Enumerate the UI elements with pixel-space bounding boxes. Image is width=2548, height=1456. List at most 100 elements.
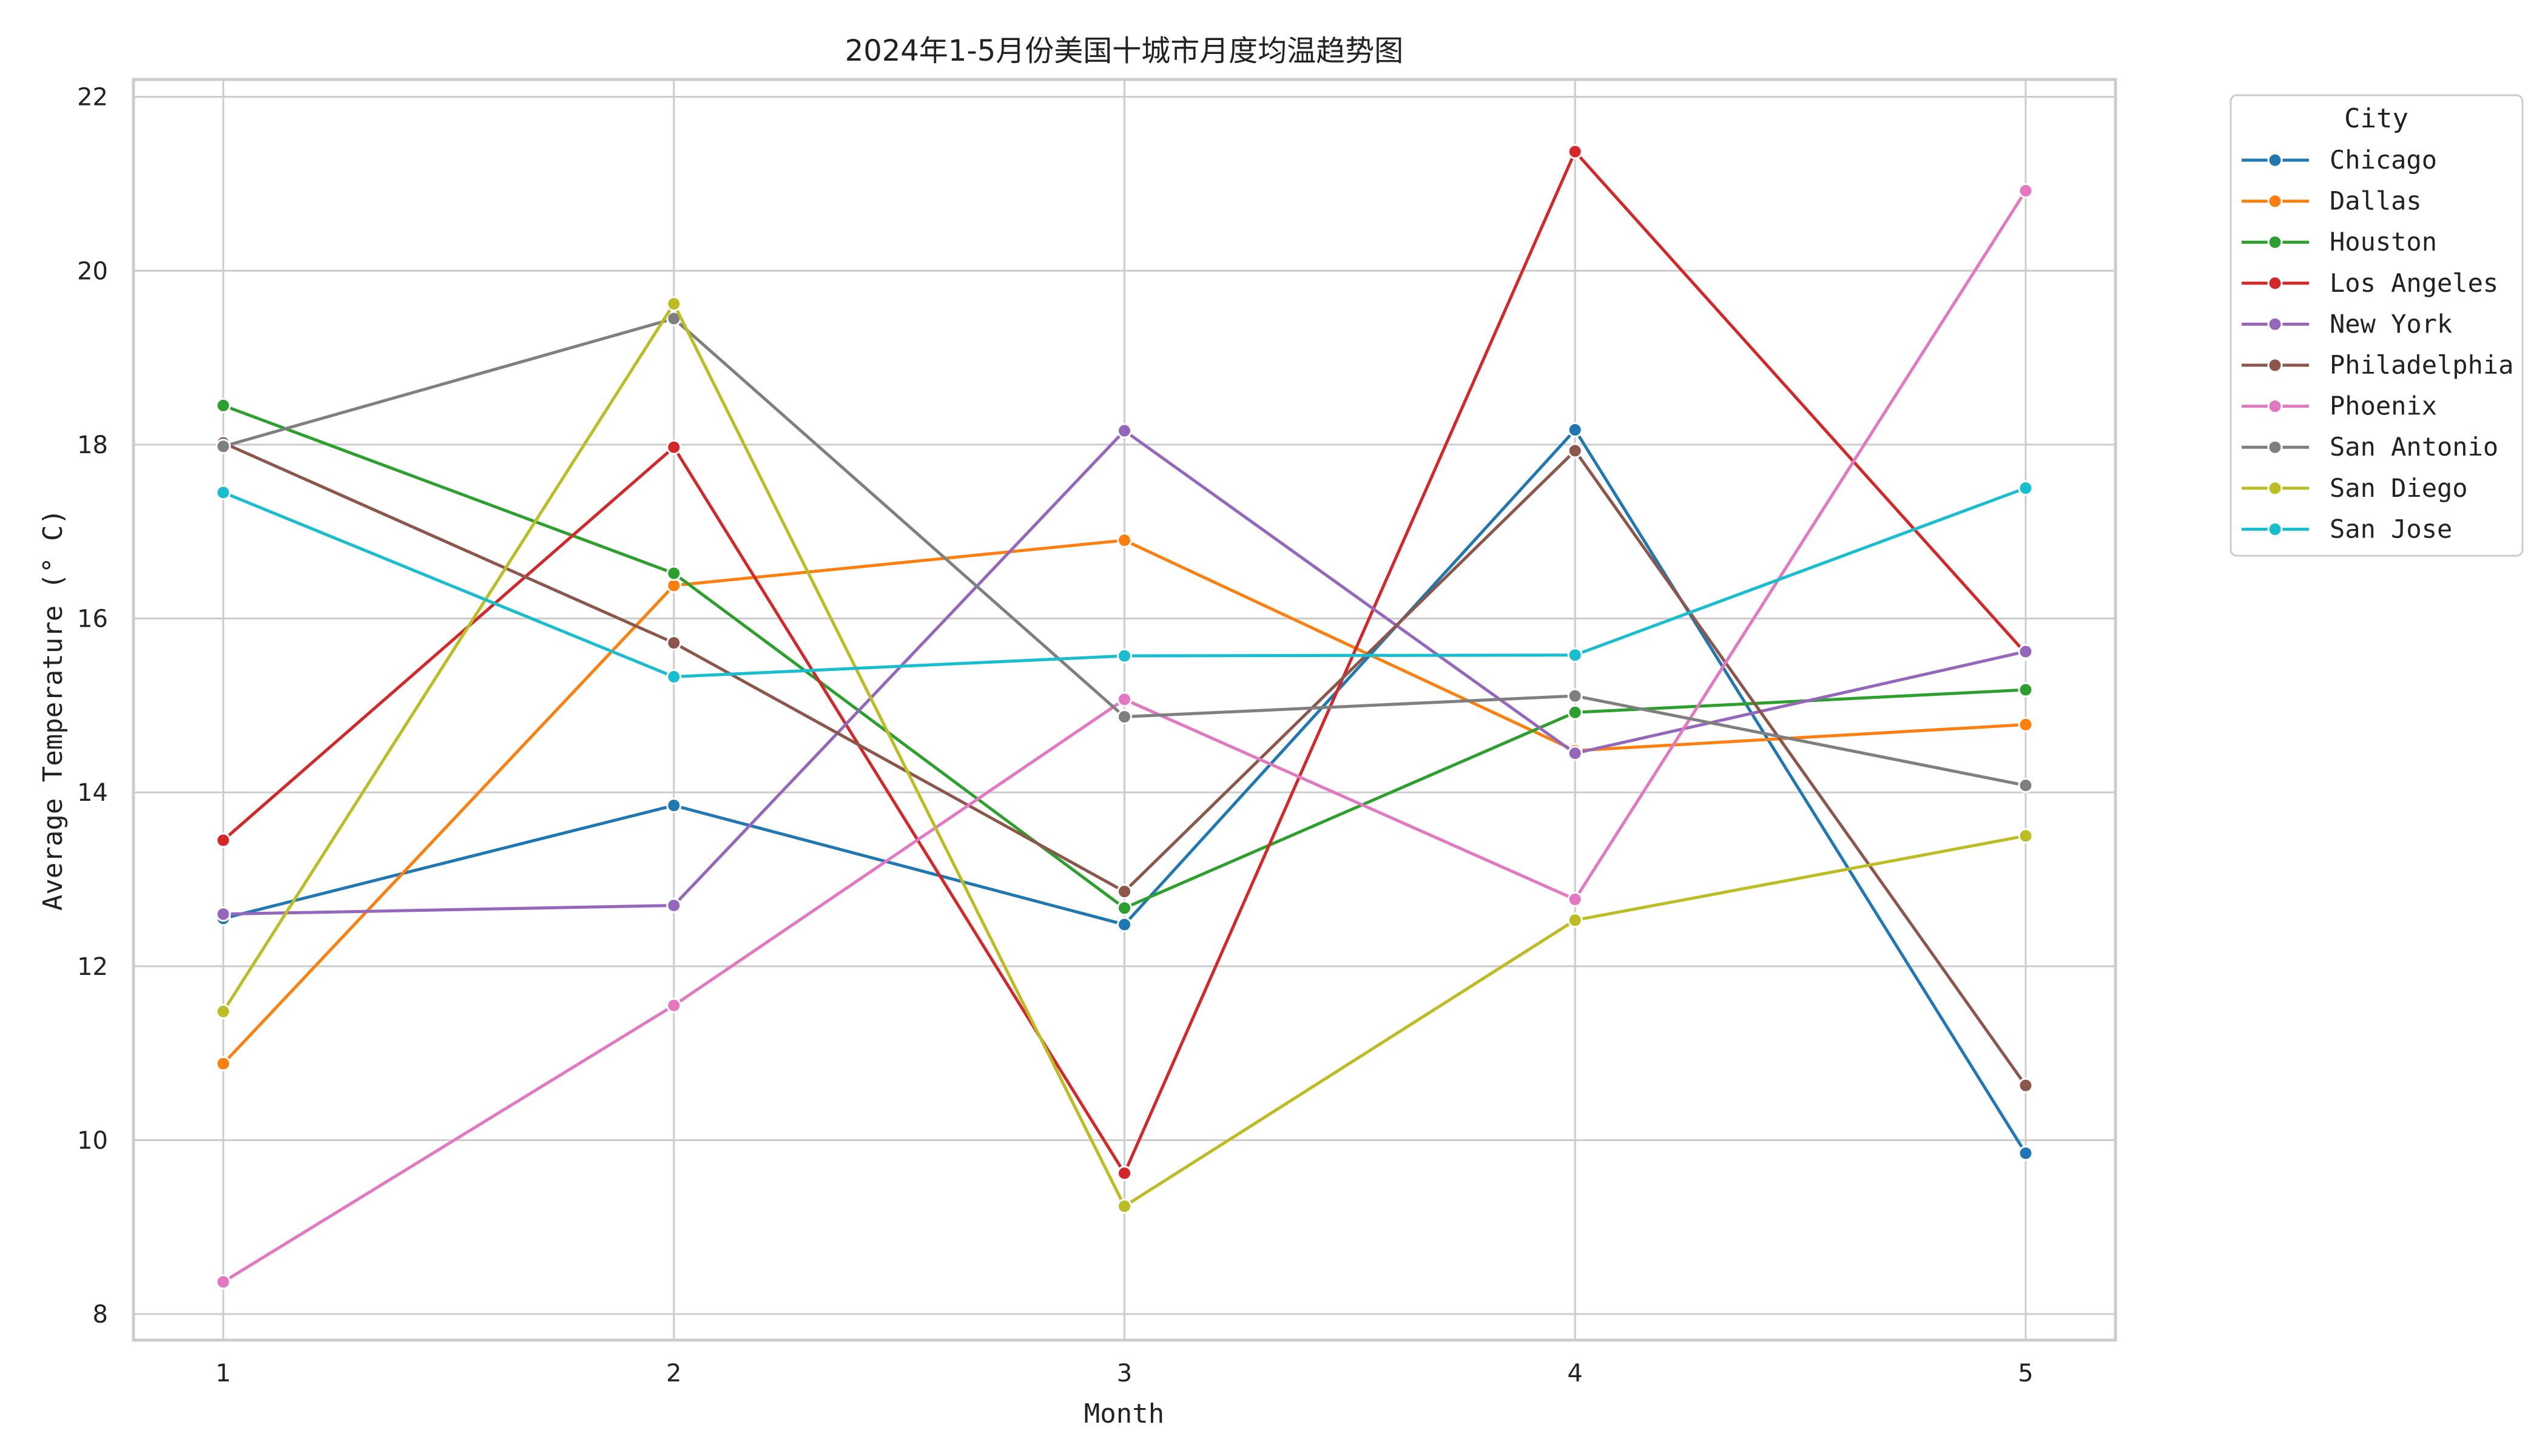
data-point-san-jose	[2018, 480, 2034, 496]
legend-item-new-york: New York	[2242, 309, 2452, 339]
data-point-san-jose	[215, 485, 231, 500]
data-point-chicago	[2018, 1145, 2034, 1161]
data-point-san-jose	[1117, 648, 1132, 664]
series-phoenix	[215, 183, 2034, 1290]
x-tick-label: 2	[666, 1360, 681, 1387]
legend-title: City	[2344, 103, 2408, 134]
y-tick-label: 12	[77, 953, 108, 981]
plot-frame	[132, 78, 2117, 1342]
data-point-san-antonio	[1567, 688, 1583, 704]
chart-title: 2024年1-5月份美国十城市月度均温趋势图	[845, 34, 1404, 68]
data-point-san-antonio	[215, 439, 231, 454]
data-point-los-angeles	[215, 832, 231, 848]
legend-swatch-marker	[2267, 275, 2283, 291]
data-point-new-york	[2018, 644, 2034, 659]
data-point-philadelphia	[1117, 884, 1132, 900]
data-point-san-diego	[1117, 1198, 1132, 1214]
legend-label: Philadelphia	[2330, 350, 2513, 380]
data-point-houston	[666, 565, 682, 581]
data-point-chicago	[1117, 917, 1132, 932]
data-point-philadelphia	[2018, 1077, 2034, 1093]
series-new-york	[215, 423, 2034, 922]
legend-swatch-marker	[2267, 316, 2283, 332]
data-point-new-york	[215, 906, 231, 922]
legend-label: Phoenix	[2330, 391, 2437, 421]
data-point-los-angeles	[1117, 1165, 1132, 1181]
data-point-los-angeles	[1567, 144, 1583, 160]
x-tick-label: 1	[215, 1360, 231, 1387]
data-point-new-york	[666, 897, 682, 913]
data-point-los-angeles	[666, 439, 682, 455]
series-lines	[215, 144, 2034, 1290]
legend-item-philadelphia: Philadelphia	[2242, 350, 2513, 380]
legend-label: Los Angeles	[2330, 268, 2498, 298]
data-point-new-york	[1117, 423, 1132, 439]
data-point-phoenix	[666, 997, 682, 1013]
data-point-san-diego	[2018, 828, 2034, 844]
data-point-san-diego	[1567, 912, 1583, 928]
y-tick-label: 8	[93, 1301, 108, 1329]
y-tick-label: 20	[77, 257, 108, 285]
data-point-dallas	[2018, 716, 2034, 732]
legend-entries: Chicago Dallas Houston Los Angeles New York P…	[2242, 145, 2513, 544]
data-point-dallas	[1117, 533, 1132, 548]
legend-item-san-antonio: San Antonio	[2242, 432, 2498, 462]
legend-swatch-marker	[2267, 439, 2283, 455]
data-point-philadelphia	[666, 635, 682, 651]
x-axis-ticks: 1 2 3 4 5	[215, 1360, 2033, 1387]
data-point-phoenix	[1567, 891, 1583, 907]
y-axis-ticks: 8 10 12 14 16 18 20 22	[77, 84, 108, 1329]
data-point-phoenix	[2018, 183, 2034, 198]
data-point-new-york	[1567, 746, 1583, 761]
data-point-dallas	[215, 1056, 231, 1071]
x-tick-label: 4	[1568, 1360, 1583, 1387]
data-point-phoenix	[1117, 692, 1132, 707]
y-axis-label: Average Temperature (° C)	[38, 509, 69, 911]
legend-swatch-marker	[2267, 152, 2283, 168]
data-point-philadelphia	[1567, 443, 1583, 459]
legend-swatch-marker	[2267, 521, 2283, 537]
legend-label: Chicago	[2330, 145, 2437, 175]
legend-item-chicago: Chicago	[2242, 145, 2437, 175]
data-point-san-jose	[666, 669, 682, 685]
legend-swatch-marker	[2267, 357, 2283, 373]
y-tick-label: 16	[77, 605, 108, 633]
legend-label: Houston	[2330, 227, 2437, 257]
x-axis-label: Month	[1084, 1398, 1164, 1429]
data-point-san-antonio	[1117, 709, 1132, 724]
y-tick-label: 22	[77, 84, 108, 112]
legend-label: San Antonio	[2330, 432, 2498, 462]
data-point-chicago	[1567, 422, 1583, 438]
legend-item-houston: Houston	[2242, 227, 2437, 257]
legend-label: Dallas	[2330, 186, 2422, 216]
y-tick-label: 10	[77, 1127, 108, 1154]
x-tick-label: 5	[2018, 1360, 2033, 1387]
data-point-houston	[215, 397, 231, 413]
legend-item-phoenix: Phoenix	[2242, 391, 2437, 421]
legend-swatch-marker	[2267, 480, 2283, 496]
data-point-houston	[1567, 704, 1583, 720]
data-point-houston	[1117, 900, 1132, 916]
y-tick-label: 18	[77, 431, 108, 459]
legend-swatch-marker	[2267, 399, 2283, 414]
series-houston	[215, 397, 2034, 916]
x-tick-label: 3	[1117, 1360, 1132, 1387]
legend-frame	[2230, 94, 2524, 557]
legend-label: San Jose	[2330, 514, 2452, 544]
legend: City Chicago Dallas Houston Los Angeles New …	[2230, 94, 2524, 557]
legend-item-san-jose: San Jose	[2242, 514, 2452, 544]
data-point-san-diego	[666, 296, 682, 312]
data-point-chicago	[666, 798, 682, 814]
series-chicago	[215, 422, 2034, 1161]
data-point-san-diego	[215, 1003, 231, 1019]
legend-swatch-marker	[2267, 234, 2283, 250]
legend-item-san-diego: San Diego	[2242, 473, 2468, 503]
y-tick-label: 14	[77, 779, 108, 807]
plot-area	[132, 78, 2117, 1342]
legend-label: New York	[2330, 309, 2452, 339]
data-point-houston	[2018, 682, 2034, 698]
data-point-phoenix	[215, 1274, 231, 1290]
series-san-antonio	[215, 311, 2034, 794]
legend-swatch-marker	[2267, 194, 2283, 209]
legend-item-los-angeles: Los Angeles	[2242, 268, 2498, 298]
